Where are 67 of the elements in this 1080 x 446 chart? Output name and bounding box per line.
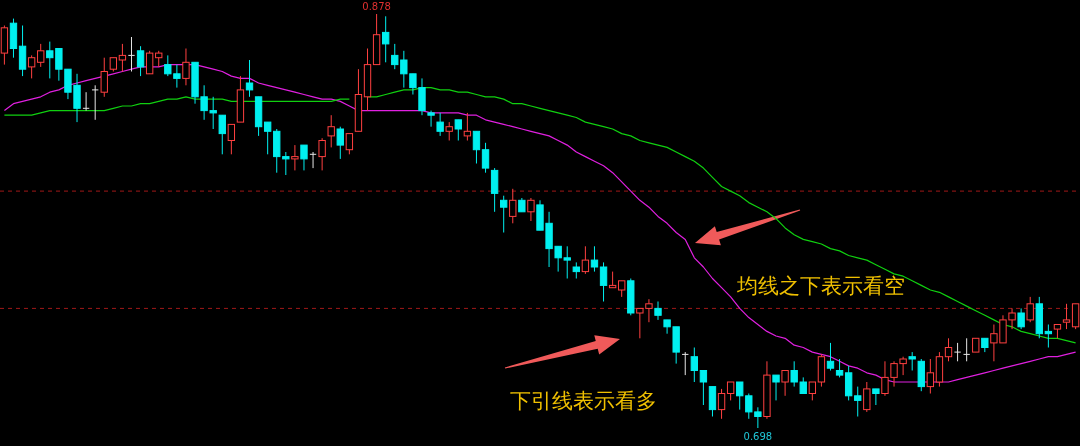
candlestick xyxy=(436,112,444,137)
candlestick xyxy=(82,91,90,112)
candlestick xyxy=(91,84,99,121)
candlestick xyxy=(509,188,517,224)
candlestick xyxy=(599,261,608,302)
candlestick xyxy=(382,15,390,63)
candlestick xyxy=(454,119,462,141)
candlestick xyxy=(844,365,853,401)
candlestick xyxy=(690,347,698,383)
candlestick xyxy=(263,121,272,155)
candlestick xyxy=(681,351,689,376)
candlestick xyxy=(953,342,962,362)
candlestick xyxy=(218,114,226,155)
annotation: 0.698 xyxy=(743,431,773,442)
candlestick xyxy=(318,137,326,171)
candlestick xyxy=(808,381,817,401)
annotation: 均线之下表示看空 xyxy=(736,274,905,298)
candlestick xyxy=(481,142,490,174)
candlestick xyxy=(18,25,27,77)
candlestick xyxy=(699,370,708,406)
candlestick xyxy=(118,43,127,72)
candlestick xyxy=(37,43,45,68)
candlestick xyxy=(872,388,880,406)
candlestick xyxy=(309,151,317,169)
candlestick xyxy=(654,301,662,321)
candlestick xyxy=(717,388,726,420)
candlestick xyxy=(463,112,472,141)
candlestick xyxy=(345,133,354,155)
candlestick xyxy=(908,351,916,371)
candlestick xyxy=(926,358,935,394)
candlestick xyxy=(145,50,154,75)
candlestick xyxy=(1071,303,1080,330)
candlestick xyxy=(590,245,599,273)
candlestick xyxy=(327,114,335,148)
candlestick xyxy=(490,167,499,213)
candlestick xyxy=(962,337,971,362)
candlestick xyxy=(854,386,862,417)
candlestick xyxy=(445,121,453,141)
candlestick xyxy=(472,130,481,164)
annotation: 0.878 xyxy=(362,1,391,12)
candlestick xyxy=(27,54,36,79)
candlestick xyxy=(826,342,835,371)
candlestick xyxy=(835,358,844,378)
annotation: 下引线表示看多 xyxy=(510,389,657,413)
candlestick xyxy=(1044,324,1053,348)
candlestick xyxy=(336,126,344,160)
candlestick xyxy=(1026,296,1034,323)
candlestick xyxy=(944,337,953,362)
candlestick xyxy=(708,386,717,417)
candlestick xyxy=(527,197,535,222)
candlestick xyxy=(1062,303,1071,330)
candlestick xyxy=(427,110,435,128)
candlestick xyxy=(136,45,145,77)
candlestick xyxy=(227,123,236,155)
candlestick xyxy=(127,36,136,72)
candlestick xyxy=(100,57,108,98)
candlestick xyxy=(581,245,590,275)
candlestick xyxy=(500,195,508,233)
candlestick xyxy=(300,144,308,171)
candlestick xyxy=(245,59,254,98)
candlestick xyxy=(1017,307,1025,330)
candlestick xyxy=(772,374,780,401)
candlestick xyxy=(726,381,735,401)
candlestick xyxy=(863,381,871,413)
candlestick xyxy=(781,370,789,397)
candlestick xyxy=(291,144,299,171)
candlestick xyxy=(182,48,190,86)
